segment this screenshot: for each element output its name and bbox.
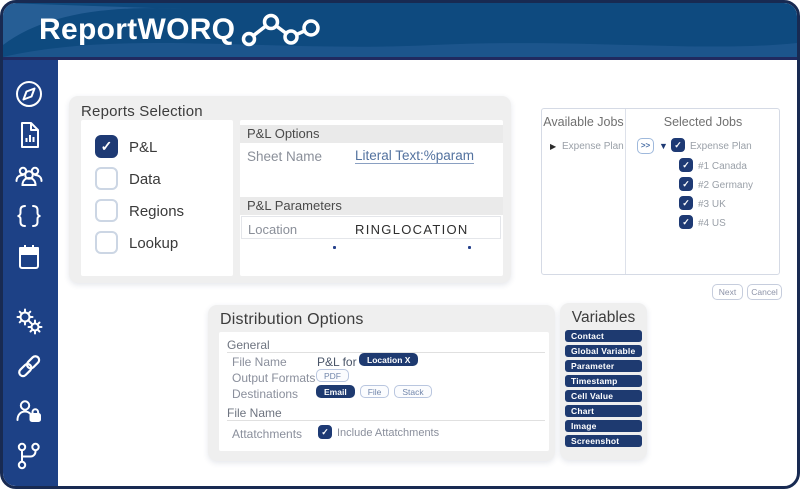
variable-pill-cell-value[interactable]: Cell Value [565,390,642,402]
distribution-options-title: Distribution Options [220,311,364,328]
header-wave-decoration [3,3,797,57]
location-label: Location [248,222,298,237]
pl-options-header: P&L Options [240,125,503,143]
include-attachments-checkbox[interactable]: ✓ [318,425,332,439]
variable-pill-global-variable[interactable]: Global Variable [565,345,642,357]
move-jobs-button[interactable]: >> [637,138,654,154]
variable-pill-parameter[interactable]: Parameter [565,360,642,372]
general-section-header: General [227,338,270,352]
checkbox-data-label: Data [129,171,161,188]
reports-selection-title: Reports Selection [81,103,203,120]
file-name-label: File Name [232,355,287,369]
checkbox-lookup-label: Lookup [129,235,179,252]
general-section-divider [227,352,545,353]
sheet-name-label: Sheet Name [247,149,323,164]
selected-job-4-label: #4 US [698,218,726,229]
variable-pill-screenshot[interactable]: Screenshot [565,435,642,447]
selected-job-1-checkbox[interactable]: ✓ [679,158,693,172]
selected-job-2-label: #2 Germany [698,180,754,191]
location-value[interactable]: RINGLOCATION [355,222,469,237]
jobs-divider [625,109,626,274]
file-name-section-header: File Name [227,406,282,420]
selected-job-1-label: #1 Canada [698,161,747,172]
selected-job-2-checkbox[interactable]: ✓ [679,177,693,191]
distribution-options-body: General File Name P&L for Location X Out… [219,332,549,451]
cancel-button[interactable]: Cancel [747,284,782,300]
file-name-section-divider [227,420,545,421]
destinations-label: Destinations [232,387,299,401]
jobs-panel: Available Jobs Selected Jobs ▶ Expense P… [541,108,780,275]
clipboard-icon[interactable] [13,241,45,273]
app-header: ReportWORQ [3,3,797,60]
report-file-icon[interactable] [13,119,45,151]
variable-pill-timestamp[interactable]: Timestamp [565,375,642,387]
pl-parameters-header: P&L Parameters [240,197,503,215]
settings-gears-icon[interactable] [13,305,45,337]
check-icon: ✓ [674,139,682,150]
user-lock-icon[interactable] [13,395,45,427]
check-icon: ✓ [100,138,113,154]
selected-job-4-checkbox[interactable]: ✓ [679,215,693,229]
pl-options-area: P&L Options Sheet Name Literal Text:%par… [240,120,503,276]
check-icon: ✓ [682,216,690,227]
available-jobs-title: Available Jobs [543,115,624,129]
collapse-arrow-icon[interactable]: ▼ [659,141,668,151]
file-name-tag[interactable]: Location X [359,353,419,366]
variable-pill-chart[interactable]: Chart [565,405,642,417]
destination-email-pill[interactable]: Email [316,385,355,398]
selected-jobs-title: Selected Jobs [663,115,743,129]
variable-pill-image[interactable]: Image [565,420,642,432]
distribution-options-panel: Distribution Options General File Name P… [208,305,555,461]
drag-dot-right [468,246,471,249]
link-icon[interactable] [13,350,45,382]
output-formats-label: Output Formats [232,371,316,385]
branch-icon[interactable] [13,440,45,472]
expand-arrow-icon[interactable]: ▶ [550,142,557,151]
check-icon: ✓ [682,178,690,189]
check-icon: ✓ [682,159,690,170]
reports-selection-panel: Reports Selection ✓ P&L Data Regions Loo… [69,96,511,283]
location-row[interactable]: Location RINGLOCATION [241,216,501,239]
checkbox-regions-label: Regions [129,203,185,220]
variable-pill-contact[interactable]: Contact [565,330,642,342]
checkbox-pl-label: P&L [129,139,158,156]
selected-job-3-checkbox[interactable]: ✓ [679,196,693,210]
check-icon: ✓ [321,426,329,437]
next-button[interactable]: Next [712,284,743,300]
logo-network-icon [242,13,321,47]
app-logo-text: ReportWORQ [39,13,236,46]
selected-job-3-label: #3 UK [698,199,726,210]
sidebar-nav [3,60,58,486]
checkbox-regions[interactable] [95,199,118,222]
check-icon: ✓ [682,197,690,208]
braces-icon[interactable] [13,200,45,232]
available-job-expense-plan[interactable]: Expense Plan [562,141,624,152]
checkbox-pl[interactable]: ✓ [95,135,118,158]
include-attachments-label: Include Attatchments [337,427,440,439]
sheet-name-value[interactable]: Literal Text:%param [355,148,475,164]
compass-icon[interactable] [13,78,45,110]
checkbox-data[interactable] [95,167,118,190]
file-name-prefix: P&L for [317,355,357,369]
users-icon[interactable] [13,159,45,191]
format-pdf-pill[interactable]: PDF [316,369,349,382]
variables-list: Contact Global Variable Parameter Timest… [565,330,642,447]
checkbox-lookup[interactable] [95,231,118,254]
drag-dot-left [333,246,336,249]
selected-job-root-label: Expense Plan [690,141,752,152]
destination-stack-pill[interactable]: Stack [394,385,432,398]
selected-job-root-checkbox[interactable]: ✓ [671,138,685,152]
variables-panel: Variables Contact Global Variable Parame… [560,303,647,460]
destination-file-pill[interactable]: File [359,385,390,398]
app-logo: ReportWORQ [39,9,321,51]
variables-title: Variables [571,309,636,326]
reports-checkbox-list: ✓ P&L Data Regions Lookup [81,120,233,276]
attachments-label: Attatchments [232,427,303,441]
